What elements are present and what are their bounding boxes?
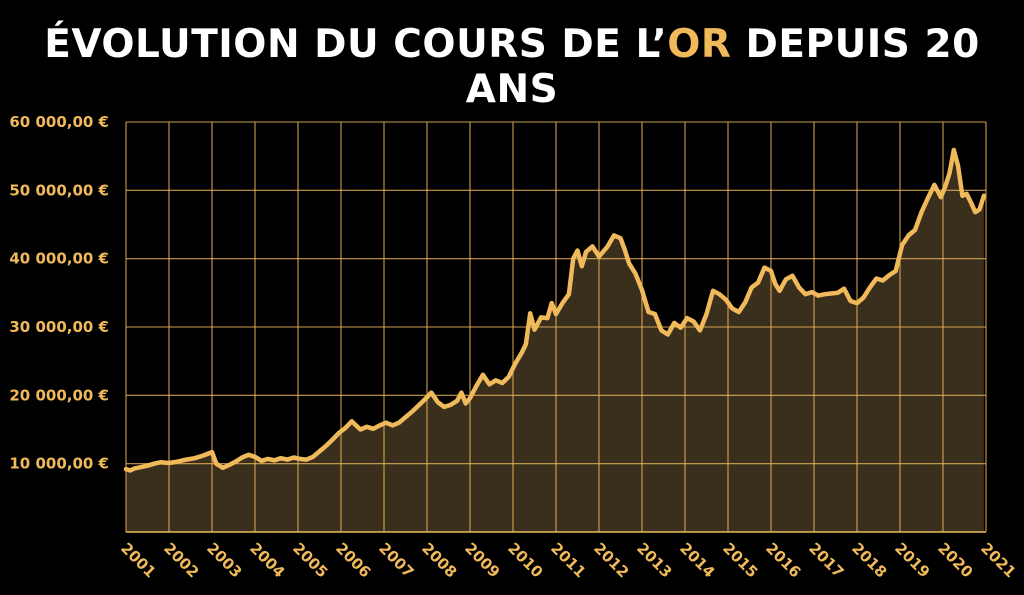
x-tick-label: 2020 [934, 539, 976, 581]
x-tick-label: 2013 [633, 539, 675, 581]
gold-price-line [123, 147, 987, 473]
x-tick-label: 2005 [289, 539, 331, 581]
x-tick-label: 2007 [375, 539, 417, 581]
x-tick-label: 2016 [762, 539, 804, 581]
x-tick-label: 2019 [891, 539, 933, 581]
title-accent-or: OR [667, 22, 732, 67]
x-tick-label: 2018 [848, 539, 890, 581]
y-tick-label: 30 000,00 € [9, 318, 109, 336]
y-tick-label: 20 000,00 € [9, 386, 109, 404]
x-tick-label: 2014 [676, 539, 718, 581]
y-tick-label: 60 000,00 € [9, 113, 109, 131]
x-tick-label: 2003 [203, 539, 245, 581]
x-tick-label: 2010 [504, 539, 546, 581]
x-tick-label: 2021 [977, 539, 1019, 581]
x-tick-label: 2004 [246, 539, 288, 581]
x-tick-label: 2012 [590, 539, 632, 581]
y-tick-label: 10 000,00 € [9, 455, 109, 473]
title-part-1: ÉVOLUTION DU COURS DE L’ [44, 22, 668, 67]
x-tick-label: 2009 [461, 539, 503, 581]
x-tick-label: 2002 [160, 539, 202, 581]
x-tick-label: 2006 [332, 539, 374, 581]
y-tick-label: 50 000,00 € [9, 181, 109, 199]
x-tick-label: 2017 [805, 539, 847, 581]
x-tick-label: 2011 [547, 539, 589, 581]
chart-title: ÉVOLUTION DU COURS DE L’OR DEPUIS 20 ANS [0, 22, 1024, 112]
x-tick-label: 2001 [117, 539, 159, 581]
x-tick-label: 2015 [719, 539, 761, 581]
y-tick-label: 40 000,00 € [9, 250, 109, 268]
x-tick-label: 2008 [418, 539, 460, 581]
title-part-2: DEPUIS 20 ANS [465, 22, 980, 112]
